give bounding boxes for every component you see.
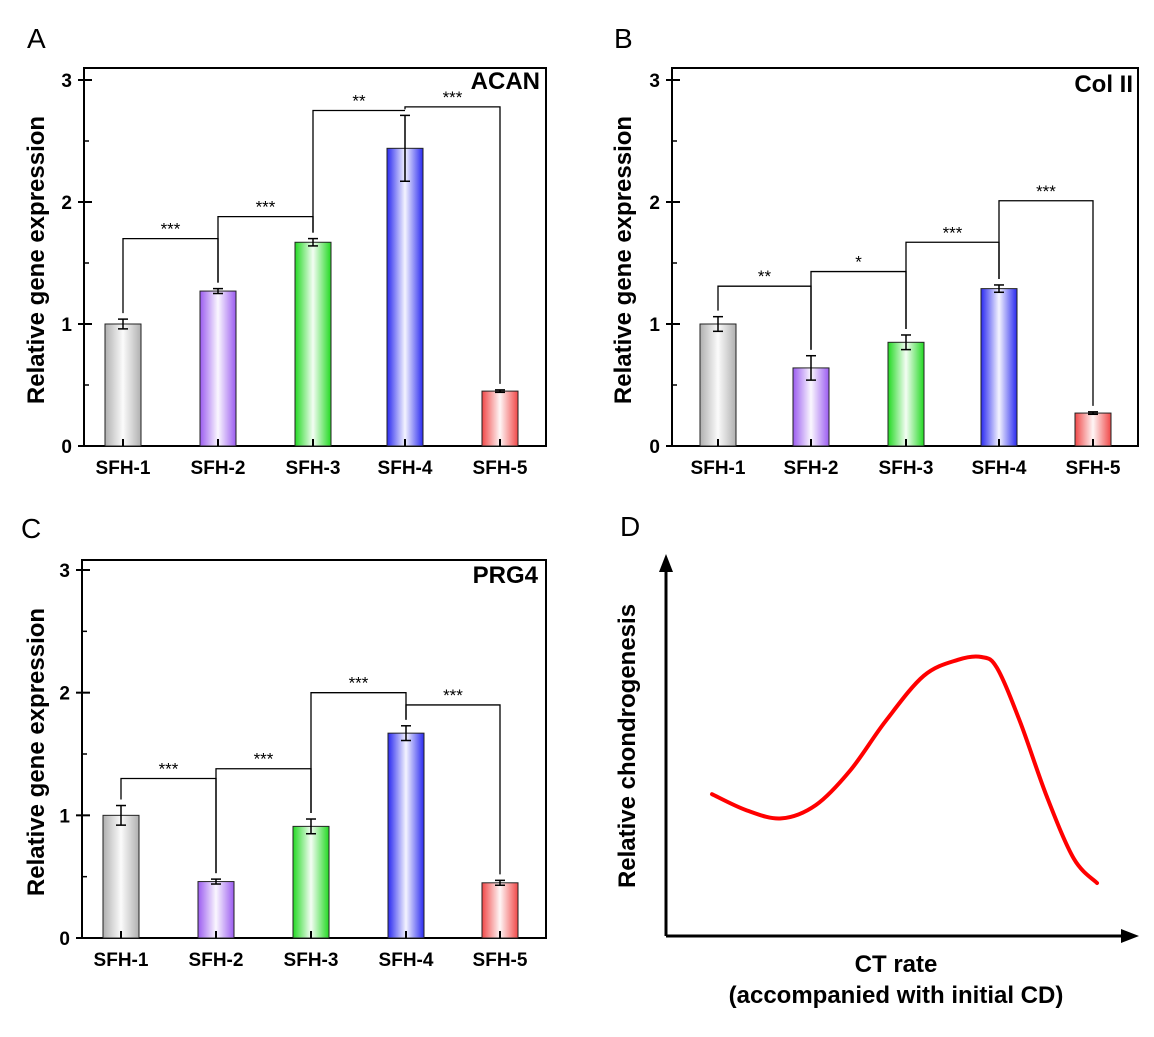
category-label: SFH-4 [378, 458, 433, 479]
bar-sfh-3 [292, 825, 330, 939]
significance-label: *** [1036, 182, 1056, 201]
ylabel-group: Relative chondrogenesis [614, 604, 641, 888]
panel-label: C [21, 513, 41, 544]
y-axis-label: Relative gene expression [23, 608, 50, 896]
category-label: SFH-4 [379, 950, 434, 971]
bar-sfh-2 [792, 367, 830, 447]
category-label: SFH-4 [972, 458, 1027, 479]
y-tick-label: 2 [59, 684, 70, 705]
y-tick-label: 1 [61, 315, 72, 336]
significance-bracket [312, 109, 405, 233]
significance-label: ** [758, 267, 772, 286]
ylabel-group: Relative gene expression [610, 116, 637, 404]
bar-sfh-1 [104, 323, 142, 447]
category-label: SFH-2 [189, 950, 244, 971]
significance-label: *** [256, 198, 276, 217]
y-axis-label: Relative gene expression [610, 116, 637, 404]
y-tick-label: 0 [61, 437, 72, 458]
chart-acan: A Relative gene expression ACAN 0 1 2 3 SFH… [23, 23, 547, 479]
category-label: SFH-5 [473, 458, 528, 479]
bar-sfh-4 [387, 732, 425, 939]
significance-label: *** [254, 750, 274, 769]
gene-label: ACAN [471, 68, 540, 95]
significance-label: *** [161, 220, 181, 239]
significance-label: *** [443, 686, 463, 705]
ylabel-group: Relative gene expression [23, 608, 50, 896]
bar-sfh-2 [197, 881, 235, 939]
bar-sfh-4 [980, 288, 1018, 447]
significance-label: *** [443, 88, 463, 107]
bar-sfh-5 [481, 882, 519, 939]
chart-col-ii: B Relative gene expression Col II 0 1 2 3 S… [610, 23, 1139, 479]
y-tick-label: 2 [61, 193, 72, 214]
category-label: SFH-1 [94, 950, 149, 971]
significance-bracket [810, 270, 907, 350]
panel-label: A [27, 23, 46, 54]
category-label: SFH-1 [96, 458, 151, 479]
bar-sfh-4 [386, 147, 424, 447]
y-tick-label: 3 [59, 561, 70, 582]
significance-label: ** [352, 92, 366, 111]
bar-sfh-5 [481, 390, 519, 447]
bar-sfh-1 [102, 814, 140, 939]
chondrogenesis-curve [710, 654, 1099, 885]
category-label: SFH-5 [1066, 458, 1121, 479]
bar-sfh-3 [294, 241, 332, 447]
panel-label: D [620, 511, 640, 542]
y-axis-arrow [659, 554, 673, 572]
panel-d: D Relative chondrogenesis CT rate (accom… [577, 490, 1154, 1032]
category-label: SFH-2 [191, 458, 246, 479]
x-axis-arrow [1121, 929, 1139, 943]
significance-bracket [998, 200, 1094, 406]
y-tick-label: 1 [59, 806, 70, 827]
bar-sfh-1 [699, 323, 737, 447]
y-tick-label: 0 [649, 437, 660, 458]
category-label: SFH-3 [284, 950, 339, 971]
chart-chondrogenesis: D Relative chondrogenesis CT rate (accom… [614, 511, 1139, 1009]
significance-bracket [404, 106, 501, 384]
category-label: SFH-3 [879, 458, 934, 479]
category-label: SFH-3 [286, 458, 341, 479]
gene-label: Col II [1074, 71, 1133, 98]
panel-b: B Relative gene expression Col II 0 1 2 3 S… [577, 0, 1154, 490]
significance-label: *** [943, 223, 963, 242]
significance-bracket [405, 704, 501, 875]
significance-label: *** [159, 760, 179, 779]
x-axis-label: CT rate [855, 951, 938, 978]
y-tick-label: 3 [61, 71, 72, 92]
bar-sfh-2 [199, 290, 237, 447]
y-tick-label: 1 [649, 315, 660, 336]
x-axis-sublabel: (accompanied with initial CD) [729, 982, 1064, 1009]
chart-prg4: C Relative gene expression PRG4 0 1 2 3 SFH… [21, 513, 547, 971]
bar-sfh-3 [887, 341, 925, 447]
y-axis-label: Relative gene expression [23, 116, 50, 404]
significance-label: * [855, 253, 862, 272]
category-label: SFH-5 [473, 950, 528, 971]
gene-label: PRG4 [473, 562, 539, 589]
y-tick-label: 2 [649, 193, 660, 214]
category-label: SFH-1 [691, 458, 746, 479]
category-label: SFH-2 [784, 458, 839, 479]
panel-c: C Relative gene expression PRG4 0 1 2 3 SFH… [0, 490, 577, 1032]
significance-label: *** [349, 674, 369, 693]
y-tick-label: 3 [649, 71, 660, 92]
panel-a: A Relative gene expression ACAN 0 1 2 3 SFH… [0, 0, 577, 490]
y-axis-label: Relative chondrogenesis [614, 604, 641, 888]
y-tick-label: 0 [59, 929, 70, 950]
panel-label: B [614, 23, 633, 54]
ylabel-group: Relative gene expression [23, 116, 50, 404]
